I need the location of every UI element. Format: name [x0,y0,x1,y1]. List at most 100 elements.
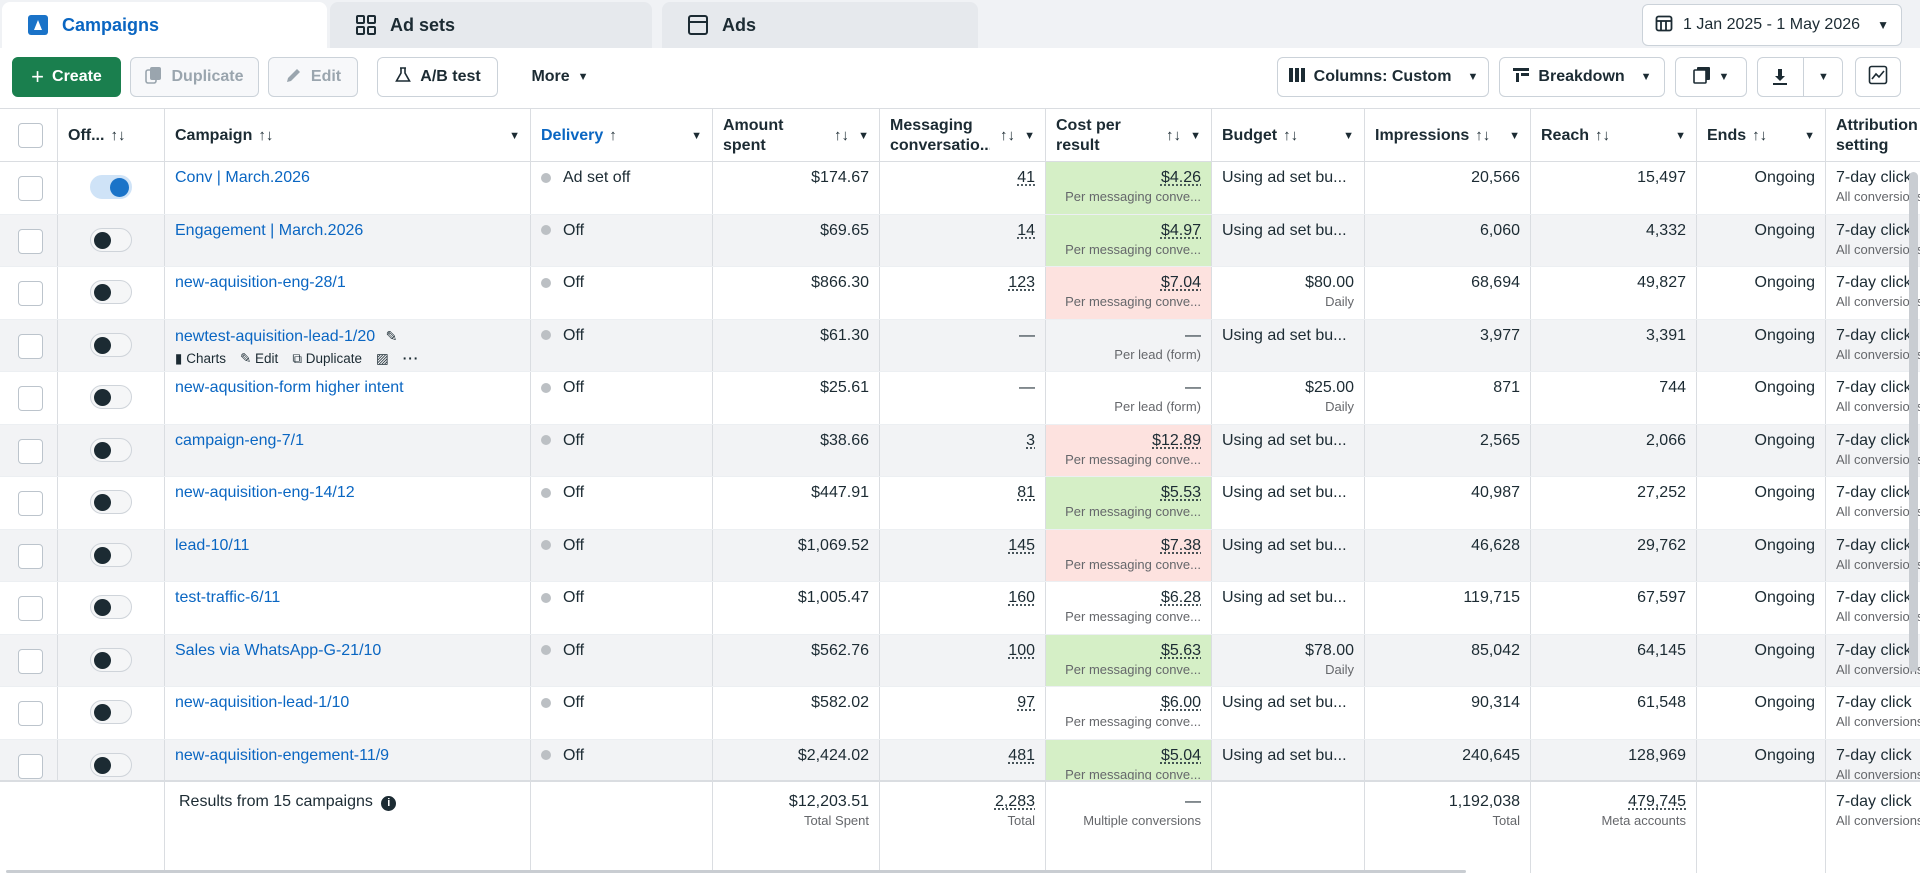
campaign-name-link[interactable]: new-aquisition-eng-28/1 [175,274,346,291]
campaign-name-link[interactable]: campaign-eng-7/1 [175,431,304,449]
duplicate-action[interactable]: ⧉ Duplicate [292,351,362,367]
edit-button[interactable]: Edit [268,57,358,97]
campaign-name-link[interactable]: new-aquisition-engement-11/9 [175,746,390,764]
tab-ad-sets[interactable]: Ad sets [330,2,652,48]
campaign-toggle[interactable] [90,752,132,777]
messaging-value[interactable]: 41 [1017,169,1035,186]
messaging-value[interactable]: 100 [1008,641,1035,659]
header-attribution-setting[interactable]: Attribution setting [1826,109,1920,163]
header-ends[interactable]: Ends ↑↓ ▼ [1697,109,1826,163]
more-options-icon[interactable]: ··· [402,351,420,366]
pencil-icon[interactable]: ✎ [385,327,398,344]
messaging-value[interactable]: 97 [1017,694,1035,711]
campaign-toggle[interactable] [90,437,132,462]
row-checkbox[interactable] [18,176,43,201]
columns-button[interactable]: Columns: Custom ▼ [1277,57,1489,97]
caret-down-icon[interactable]: ▼ [1190,130,1201,142]
header-reach[interactable]: Reach ↑↓ ▼ [1531,109,1697,163]
campaign-name-link[interactable]: new-aqusition-form higher intent [175,379,404,396]
campaign-name-link[interactable]: Engagement | March.2026 [175,221,364,239]
sort-icon[interactable]: ↑↓ [258,127,274,144]
date-range-picker[interactable]: 1 Jan 2025 - 1 May 2026 ▼ [1642,4,1902,46]
table-row[interactable]: Conv | March.2026 Ad set off $174.67 41 … [0,162,1920,215]
caret-down-icon[interactable]: ▼ [1024,130,1035,142]
campaign-name-link[interactable]: Sales via WhatsApp-G-21/10 [175,641,382,659]
messaging-value[interactable]: 145 [1008,536,1035,554]
table-row[interactable]: Engagement | March.2026 Off $69.65 14 $4… [0,214,1920,267]
charts-action[interactable]: ▮ Charts [175,351,226,367]
row-checkbox[interactable] [18,648,43,674]
messaging-value[interactable]: 14 [1017,221,1035,239]
header-cost-per-result[interactable]: Cost per result ↑↓ ▼ [1046,109,1212,163]
row-checkbox[interactable] [18,491,43,516]
messaging-value[interactable]: 160 [1008,589,1035,606]
table-row[interactable]: lead-10/11 Off $1,069.52 145 $7.38 Per m… [0,529,1920,582]
reports-dropdown-button[interactable]: ▼ [1675,57,1747,97]
tab-campaigns[interactable]: Campaigns [2,2,327,48]
edit-action[interactable]: ✎ Edit [240,351,278,367]
duplicate-button[interactable]: Duplicate [130,57,259,97]
header-amount-spent[interactable]: Amount spent ↑↓ ▼ [713,109,880,163]
campaign-toggle[interactable] [90,175,132,199]
header-messaging-conversations[interactable]: Messaging conversatio... ↑↓ ▼ [880,109,1046,163]
create-button[interactable]: + Create [12,57,121,97]
campaign-toggle[interactable] [90,385,132,409]
row-checkbox[interactable] [18,596,43,621]
table-row[interactable]: new-aquisition-eng-28/1 Off $866.30 123 … [0,267,1920,320]
caret-down-icon[interactable]: ▼ [1804,130,1815,142]
select-all-checkbox[interactable] [18,123,43,148]
campaign-toggle[interactable] [90,332,132,357]
campaign-toggle[interactable] [90,490,132,514]
campaign-name-link[interactable]: Conv | March.2026 [175,169,310,186]
header-delivery[interactable]: Delivery ↑ ▼ [531,109,713,163]
caret-down-icon[interactable]: ▼ [509,130,520,142]
caret-down-icon[interactable]: ▼ [1675,130,1686,142]
table-row[interactable]: Sales via WhatsApp-G-21/10 Off $562.76 1… [0,634,1920,687]
trend-chart-icon[interactable]: ▨ [376,350,389,366]
caret-down-icon[interactable]: ▼ [858,130,869,142]
messaging-value[interactable]: 81 [1017,484,1035,501]
header-off-on[interactable]: Off... ↑↓ [58,109,165,163]
view-charts-button[interactable] [1855,57,1901,97]
messaging-value[interactable]: 481 [1008,746,1035,764]
row-checkbox[interactable] [18,228,43,254]
header-budget[interactable]: Budget ↑↓ ▼ [1212,109,1365,163]
horizontal-scrollbar[interactable] [6,870,1466,873]
campaign-toggle[interactable] [90,700,132,724]
messaging-value[interactable]: 3 [1026,431,1035,449]
messaging-value[interactable]: 123 [1008,274,1035,291]
row-checkbox[interactable] [18,543,43,569]
sort-icon[interactable]: ↑↓ [110,127,126,144]
header-impressions[interactable]: Impressions ↑↓ ▼ [1365,109,1531,163]
breakdown-button[interactable]: Breakdown ▼ [1499,57,1665,97]
caret-down-icon[interactable]: ▼ [691,130,702,142]
sort-icon[interactable]: ↑↓ [1166,127,1181,144]
campaign-name-link[interactable]: lead-10/11 [175,536,250,554]
campaign-toggle[interactable] [90,595,132,619]
table-row[interactable]: new-aqusition-form higher intent Off $25… [0,372,1920,425]
info-icon[interactable]: i [381,796,397,811]
campaign-name-link[interactable]: new-aquisition-lead-1/10 [175,694,350,711]
ab-test-button[interactable]: A/B test [377,57,498,97]
sort-icon[interactable]: ↑↓ [1475,127,1491,144]
row-checkbox[interactable] [18,386,43,411]
campaign-name-link[interactable]: new-aquisition-eng-14/12 [175,484,355,501]
campaign-name-link[interactable]: newtest-aquisition-lead-1/20 [175,327,376,345]
row-checkbox[interactable] [18,281,43,306]
more-button[interactable]: More ▼ [510,57,610,97]
table-row[interactable]: campaign-eng-7/1 Off $38.66 3 $12.89 Per… [0,424,1920,477]
sort-ascending-icon[interactable]: ↑ [609,127,617,144]
sort-icon[interactable]: ↑↓ [834,127,849,144]
table-row[interactable]: newtest-aquisition-lead-1/20 ✎ Off $61.3… [0,319,1920,372]
ab-test-label[interactable]: A/B test [420,68,481,85]
campaign-toggle[interactable] [90,542,132,567]
campaign-toggle[interactable] [90,227,132,252]
header-campaign[interactable]: Campaign ↑↓ ▼ [165,109,531,163]
caret-down-icon[interactable]: ▼ [1343,130,1354,142]
row-checkbox[interactable] [18,701,43,726]
campaign-toggle[interactable] [90,280,132,304]
caret-down-icon[interactable]: ▼ [1509,130,1520,142]
sort-icon[interactable]: ↑↓ [1595,127,1611,144]
sort-icon[interactable]: ↑↓ [1752,127,1768,144]
sort-icon[interactable]: ↑↓ [1283,127,1299,144]
